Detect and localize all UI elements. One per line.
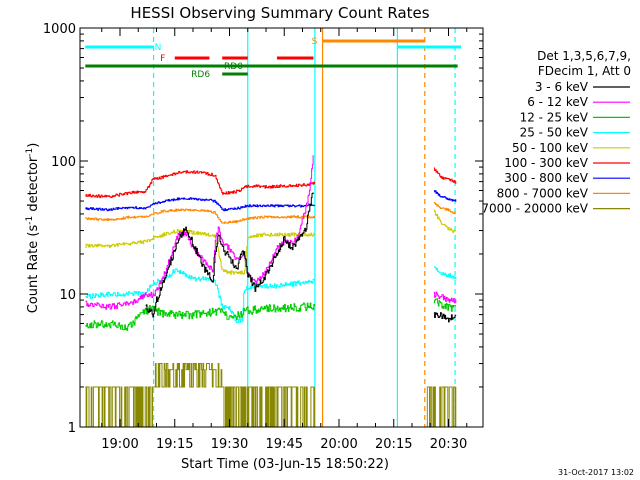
legend-label-1: 3 - 6 keV xyxy=(535,80,589,94)
legend-label-3: 12 - 25 keV xyxy=(520,110,589,124)
legend-label-8: 800 - 7000 keV xyxy=(497,186,589,200)
x-axis-label: Start Time (03-Jun-15 18:50:22) xyxy=(181,457,389,472)
x-tick-label-1: 19:15 xyxy=(156,437,193,452)
flag-label-night: N xyxy=(155,43,162,53)
x-tick-label-3: 19:45 xyxy=(266,437,303,452)
series-line-7-segment-2 xyxy=(433,190,457,202)
series-line-3-segment-1 xyxy=(85,302,315,331)
series-line-8-segment-2 xyxy=(433,202,456,215)
y-axis-label-part2: detector xyxy=(26,156,41,216)
series-line-6-segment-2 xyxy=(433,167,457,184)
series-line-7-segment-1 xyxy=(85,197,315,212)
y-axis-label-sup1: -1 xyxy=(25,216,35,225)
series-line-4-segment-2 xyxy=(433,266,457,280)
y-tick-label-1: 10 xyxy=(59,288,76,303)
legend-label-9: 7000 - 20000 keV xyxy=(481,202,588,216)
axes: 1 10 100 1000 19:00 19:15 19:30 19:45 20:00 20:15… xyxy=(43,22,483,452)
x-tick-label-2: 19:30 xyxy=(211,437,248,452)
series-line-3-segment-2 xyxy=(433,298,457,312)
series-line-4-segment-1 xyxy=(85,268,315,324)
plot-area: NF S RD0 RD6 xyxy=(85,28,461,428)
y-tick-label-2: 100 xyxy=(51,155,76,170)
y-axis-label: Count Rate (s-1 detector-1) xyxy=(25,143,41,314)
flag-label-rd0: RD0 xyxy=(224,62,243,72)
series-line-2-segment-2 xyxy=(433,291,457,304)
x-tick-label-5: 20:15 xyxy=(375,437,412,452)
legend-label-6: 100 - 300 keV xyxy=(504,156,588,170)
flag-label-flare: F xyxy=(160,54,165,64)
series-line-1-segment-1 xyxy=(145,192,314,318)
legend: Det 1,3,5,6,7,9, FDecim 1, Att 0 3 - 6 k… xyxy=(481,49,631,216)
legend-label-5: 50 - 100 keV xyxy=(512,141,589,155)
legend-label-7: 300 - 800 keV xyxy=(504,171,588,185)
x-tick-label-4: 20:00 xyxy=(320,437,357,452)
y-tick-label-3: 1000 xyxy=(43,22,76,37)
footer-timestamp: 31-Oct-2017 13:02 xyxy=(558,468,634,477)
plot-frame xyxy=(79,27,484,428)
x-tick-label-6: 20:30 xyxy=(430,437,467,452)
legend-header-decimation: FDecim 1, Att 0 xyxy=(538,64,631,78)
series-line-5-segment-1 xyxy=(85,228,315,275)
series-line-8-segment-1 xyxy=(85,208,315,224)
series-line-6-segment-1 xyxy=(85,170,315,199)
y-axis-label-part1: Count Rate (s xyxy=(26,225,41,314)
chart-title: HESSI Observing Summary Count Rates xyxy=(130,4,429,22)
flag-label-saa: S xyxy=(312,37,318,47)
legend-label-2: 6 - 12 keV xyxy=(527,95,589,109)
legend-label-4: 25 - 50 keV xyxy=(520,126,589,140)
series-line-1-segment-2 xyxy=(433,312,457,323)
y-axis-label-sup2: -1 xyxy=(25,148,35,157)
y-axis-label-part3: ) xyxy=(26,143,41,148)
y-tick-label-0: 1 xyxy=(68,421,76,436)
flag-label-rd6: RD6 xyxy=(191,70,210,80)
series-line-5-segment-2 xyxy=(433,209,457,233)
x-tick-label-0: 19:00 xyxy=(101,437,138,452)
legend-header-detectors: Det 1,3,5,6,7,9, xyxy=(537,49,631,63)
